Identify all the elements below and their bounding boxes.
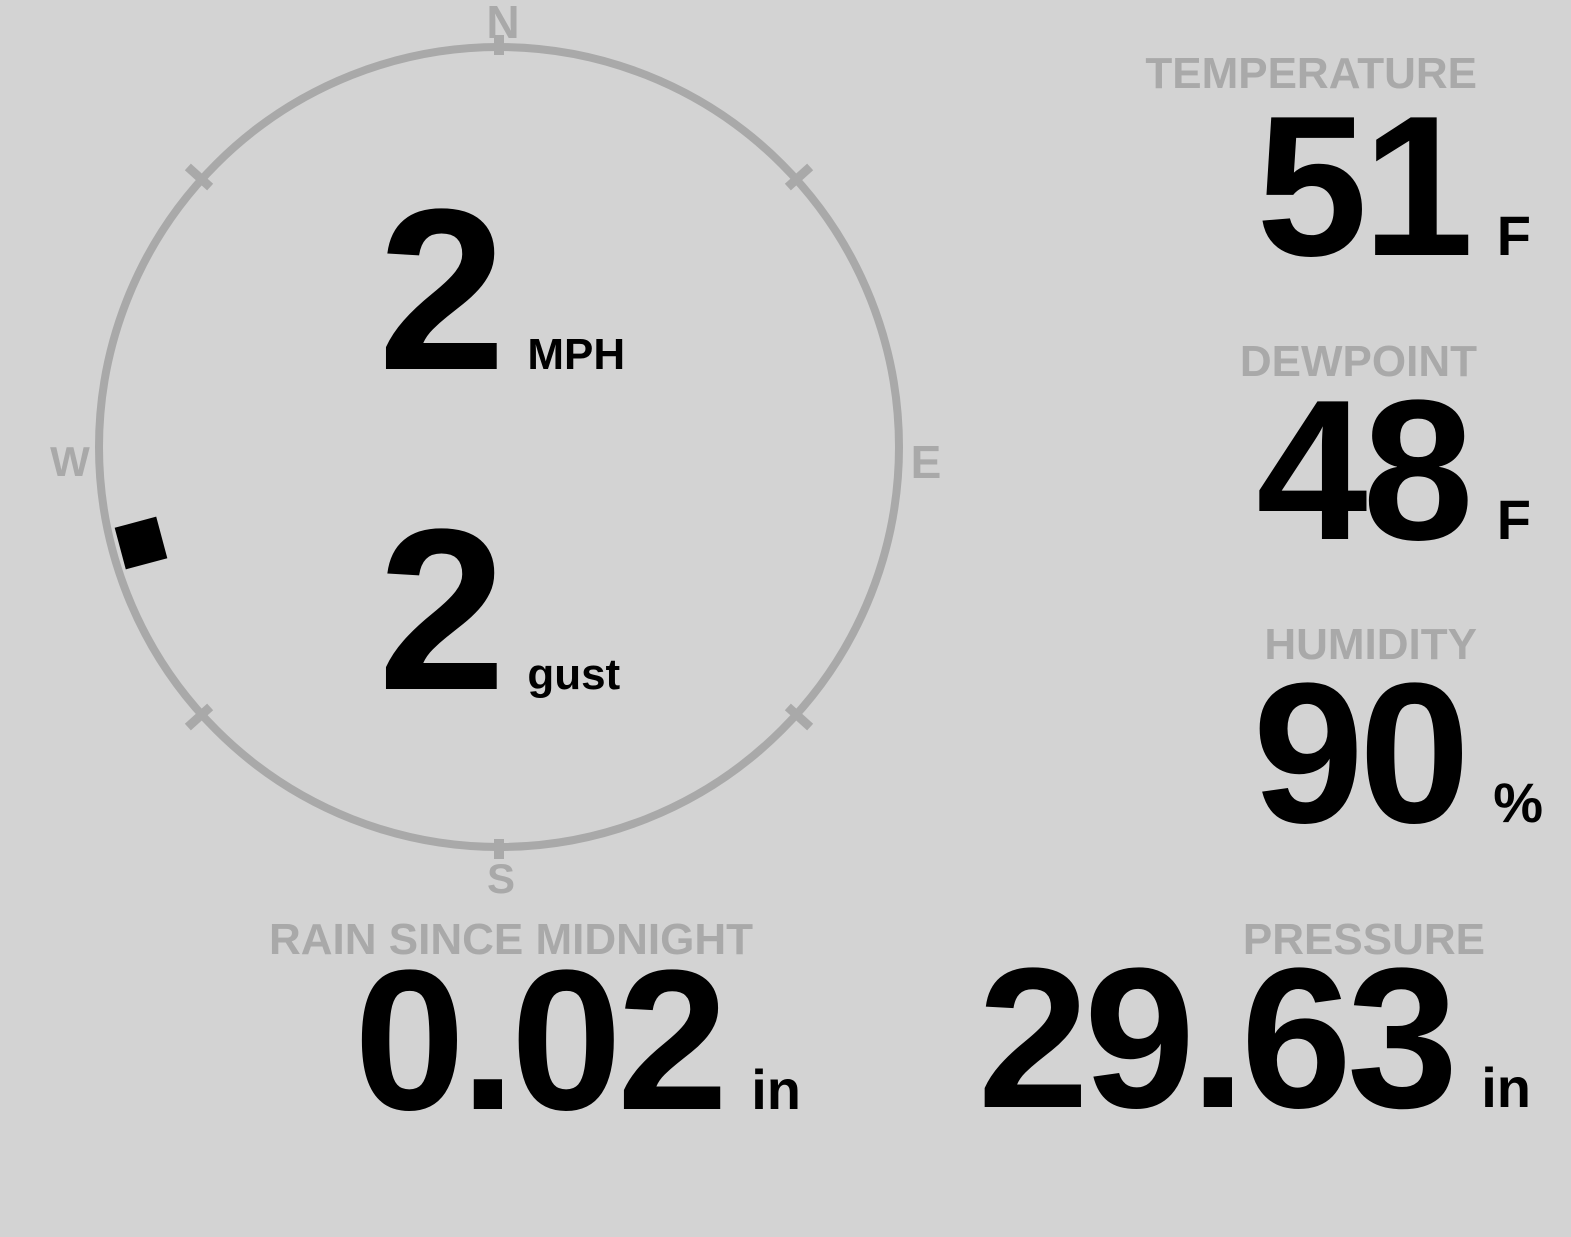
rain-unit: in: [751, 1058, 801, 1121]
dewpoint-value: 48: [1256, 359, 1473, 582]
rain-value: 0.02: [353, 929, 728, 1152]
wind-speed-unit: MPH: [527, 330, 626, 379]
compass-label-west: W: [50, 438, 90, 485]
rain-label: RAIN SINCE MIDNIGHT: [269, 915, 753, 964]
pressure-unit: in: [1481, 1056, 1531, 1119]
wind-gust-value: 2: [378, 481, 506, 738]
humidity-readout: 90 %: [1253, 654, 1543, 854]
wind-speed-readout: 2 MPH: [378, 175, 625, 405]
dewpoint-label: DEWPOINT: [1239, 337, 1477, 386]
humidity-label: HUMIDITY: [1264, 620, 1477, 669]
temperature-label: TEMPERATURE: [1145, 49, 1477, 98]
compass-label-east: E: [910, 436, 942, 488]
wind-gust-readout: 2 gust: [378, 495, 620, 725]
wind-speed-value: 2: [378, 161, 506, 418]
compass-tick-north: [494, 35, 504, 55]
dewpoint-unit: F: [1496, 488, 1531, 551]
pressure-value: 29.63: [977, 927, 1458, 1150]
compass-label-south: S: [486, 855, 516, 902]
temperature-value: 51: [1256, 75, 1473, 298]
humidity-unit: %: [1493, 771, 1543, 834]
pressure-readout: 29.63 in: [978, 939, 1531, 1139]
temperature-readout: 51 F: [1256, 87, 1531, 287]
rain-readout: 0.02 in: [354, 941, 801, 1141]
compass-label-north: N: [486, 0, 520, 48]
humidity-value: 90: [1252, 642, 1470, 865]
pressure-label: PRESSURE: [1242, 915, 1485, 964]
compass-tick-south: [494, 839, 504, 859]
wind-gust-unit: gust: [527, 650, 621, 699]
dewpoint-readout: 48 F: [1256, 371, 1531, 571]
temperature-unit: F: [1496, 204, 1531, 267]
